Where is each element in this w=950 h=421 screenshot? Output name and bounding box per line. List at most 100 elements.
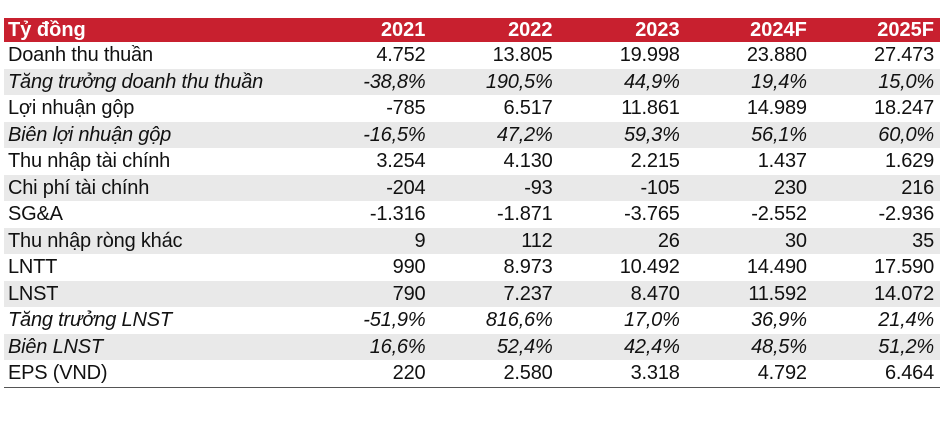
cell-value: -2.936 [878,203,934,226]
header-year-2023: 2023 [558,18,686,42]
cell-value: -93 [431,174,559,201]
cell-value: -3.765 [624,203,680,226]
table-row: EPS (VND) 220 2.580 3.318 4.792 6.464 [4,360,940,388]
table-row: Thu nhập ròng khác 9 112 26 30 35 [4,227,940,254]
cell-value: 230 [685,174,813,201]
cell-value: 36,9% [751,309,807,332]
cell-value: -16,5% [304,121,432,148]
cell-value: 42,4% [558,333,686,360]
row-label: Doanh thu thuần [8,44,153,67]
cell-value: 14.072 [812,280,940,307]
row-label: Thu nhập tài chính [8,150,171,173]
row-label: Biên lợi nhuận gộp [4,121,305,148]
cell-value: 1.629 [884,150,934,173]
cell-value: -1.871 [497,203,553,226]
cell-value: -51,9% [363,309,426,332]
cell-value: 16,6% [304,333,432,360]
cell-value: 14.989 [746,97,807,120]
cell-value: 14.490 [746,256,807,279]
cell-value: -105 [558,174,686,201]
cell-value: -38,8% [304,68,432,95]
table-row: LNST 790 7.237 8.470 11.592 14.072 [4,280,940,307]
table-row: Thu nhập tài chính 3.254 4.130 2.215 1.437 1.… [4,148,940,175]
cell-value: 60,0% [812,121,940,148]
row-label: Biên LNST [4,333,305,360]
cell-value: 3.318 [558,360,686,388]
cell-value: 6.464 [812,360,940,388]
cell-value: 4.130 [503,150,553,173]
cell-value: 17.590 [874,256,934,279]
cell-value: 816,6% [485,309,553,332]
cell-value: 2.215 [630,150,680,173]
row-label: Thu nhập ròng khác [4,227,305,254]
cell-value: 4.752 [376,44,426,67]
cell-value: 190,5% [431,68,559,95]
cell-value: 15,0% [812,68,940,95]
table-row: Tăng trưởng doanh thu thuần -38,8% 190,5% 4… [4,68,940,95]
cell-value: 13.805 [492,44,553,67]
financial-table: Tỷ đồng 2021 2022 2023 2024F 2025F Doanh… [4,18,940,388]
cell-value: 990 [392,256,426,279]
cell-value: 790 [304,280,432,307]
header-year-2022: 2022 [431,18,559,42]
cell-value: 30 [685,227,813,254]
cell-value: 26 [558,227,686,254]
table-row: Biên LNST 16,6% 52,4% 42,4% 48,5% 51,2% [4,333,940,360]
cell-value: -1.316 [369,203,426,226]
cell-value: 11.861 [621,97,680,120]
cell-value: 59,3% [558,121,686,148]
cell-value: 6.517 [503,97,553,120]
header-row: Tỷ đồng 2021 2022 2023 2024F 2025F [4,18,940,42]
cell-value: -785 [386,97,426,120]
cell-value: 4.792 [685,360,813,388]
table-row: Tăng trưởng LNST -51,9% 816,6% 17,0% 36,9% 21… [4,307,940,334]
cell-value: 19.998 [619,44,680,67]
row-label: Tăng trưởng doanh thu thuần [4,68,305,95]
cell-value: 216 [812,174,940,201]
cell-value: 47,2% [431,121,559,148]
header-year-2021: 2021 [304,18,432,42]
cell-value: 17,0% [623,309,680,332]
cell-value: -204 [304,174,432,201]
cell-value: 1.437 [757,150,807,173]
cell-value: 10.492 [619,256,680,279]
cell-value: 35 [812,227,940,254]
cell-value: 48,5% [685,333,813,360]
cell-value: 51,2% [812,333,940,360]
table-row: LNTT 990 8.973 10.492 14.490 17.590 [4,254,940,281]
row-label: Lợi nhuận gộp [8,97,135,120]
cell-value: 27.473 [874,44,934,67]
cell-value: 18.247 [874,97,934,120]
cell-value: 21,4% [878,309,934,332]
cell-value: 3.254 [376,150,426,173]
cell-value: 56,1% [685,121,813,148]
table-row: Doanh thu thuần 4.752 13.805 19.998 23.880 27… [4,42,940,69]
cell-value: 112 [431,227,559,254]
table-body: Doanh thu thuần 4.752 13.805 19.998 23.880 27… [4,42,940,388]
header-unit: Tỷ đồng [4,18,305,42]
cell-value: 52,4% [431,333,559,360]
header-year-2024f: 2024F [685,18,813,42]
cell-value: 2.580 [431,360,559,388]
cell-value: 9 [304,227,432,254]
table-row: Biên lợi nhuận gộp -16,5% 47,2% 59,3% 56,1% 6… [4,121,940,148]
row-label: LNTT [8,256,58,279]
table-row: Chi phí tài chính -204 -93 -105 230 216 [4,174,940,201]
row-label: LNST [4,280,305,307]
cell-value: 220 [304,360,432,388]
cell-value: 44,9% [558,68,686,95]
cell-value: 19,4% [685,68,813,95]
table-row: Lợi nhuận gộp -785 6.517 11.861 14.989 18.247 [4,95,940,122]
cell-value: 7.237 [431,280,559,307]
table-header: Tỷ đồng 2021 2022 2023 2024F 2025F [4,18,940,42]
row-label: EPS (VND) [4,360,305,388]
cell-value: -2.552 [751,203,807,226]
cell-value: 23.880 [746,44,807,67]
table-row: SG&A -1.316 -1.871 -3.765 -2.552 -2.936 [4,201,940,228]
row-label: Tăng trưởng LNST [8,309,172,332]
cell-value: 11.592 [685,280,813,307]
row-label: SG&A [8,203,63,226]
cell-value: 8.973 [503,256,553,279]
row-label: Chi phí tài chính [4,174,305,201]
header-year-2025f: 2025F [812,18,940,42]
